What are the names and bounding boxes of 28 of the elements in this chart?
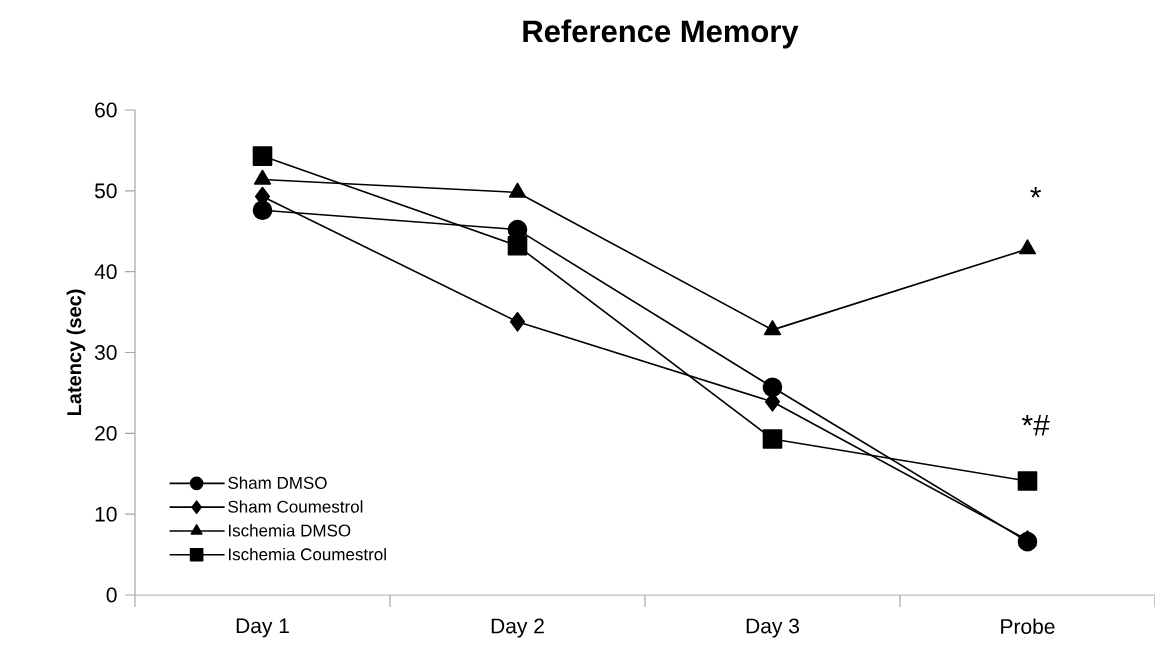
annotation: *# [1021,414,1050,436]
x-tick-label: Day 3 [746,618,799,638]
annotation: * [1030,186,1042,198]
point [1018,239,1037,255]
point [509,311,526,332]
legend-label: Ischemia DMSO [228,524,351,537]
x-tick-label: Day 2 [491,618,544,638]
point [763,320,782,336]
point [1017,471,1038,491]
point [507,236,528,256]
legend-label: Sham Coumestrol [228,500,363,513]
legend-label: Sham DMSO [228,476,327,489]
y-axis-title: Latency (sec) [66,289,86,416]
point [762,377,783,398]
point [762,429,783,449]
y-tick-label: 10 [95,506,117,522]
chart-title: Reference Memory [523,19,799,49]
y-tick-label: 0 [106,587,117,603]
y-tick-label: 20 [95,425,117,441]
x-tick-label: Probe [1001,618,1055,634]
point [252,146,273,166]
legend-label: Ischemia Coumestrol [228,547,386,561]
y-tick-label: 60 [95,102,117,118]
y-tick-label: 40 [94,264,117,280]
y-tick-label: 30 [94,345,117,360]
point [252,200,273,221]
y-tick-label: 50 [94,183,117,199]
x-tick-label: Day 1 [236,618,289,638]
